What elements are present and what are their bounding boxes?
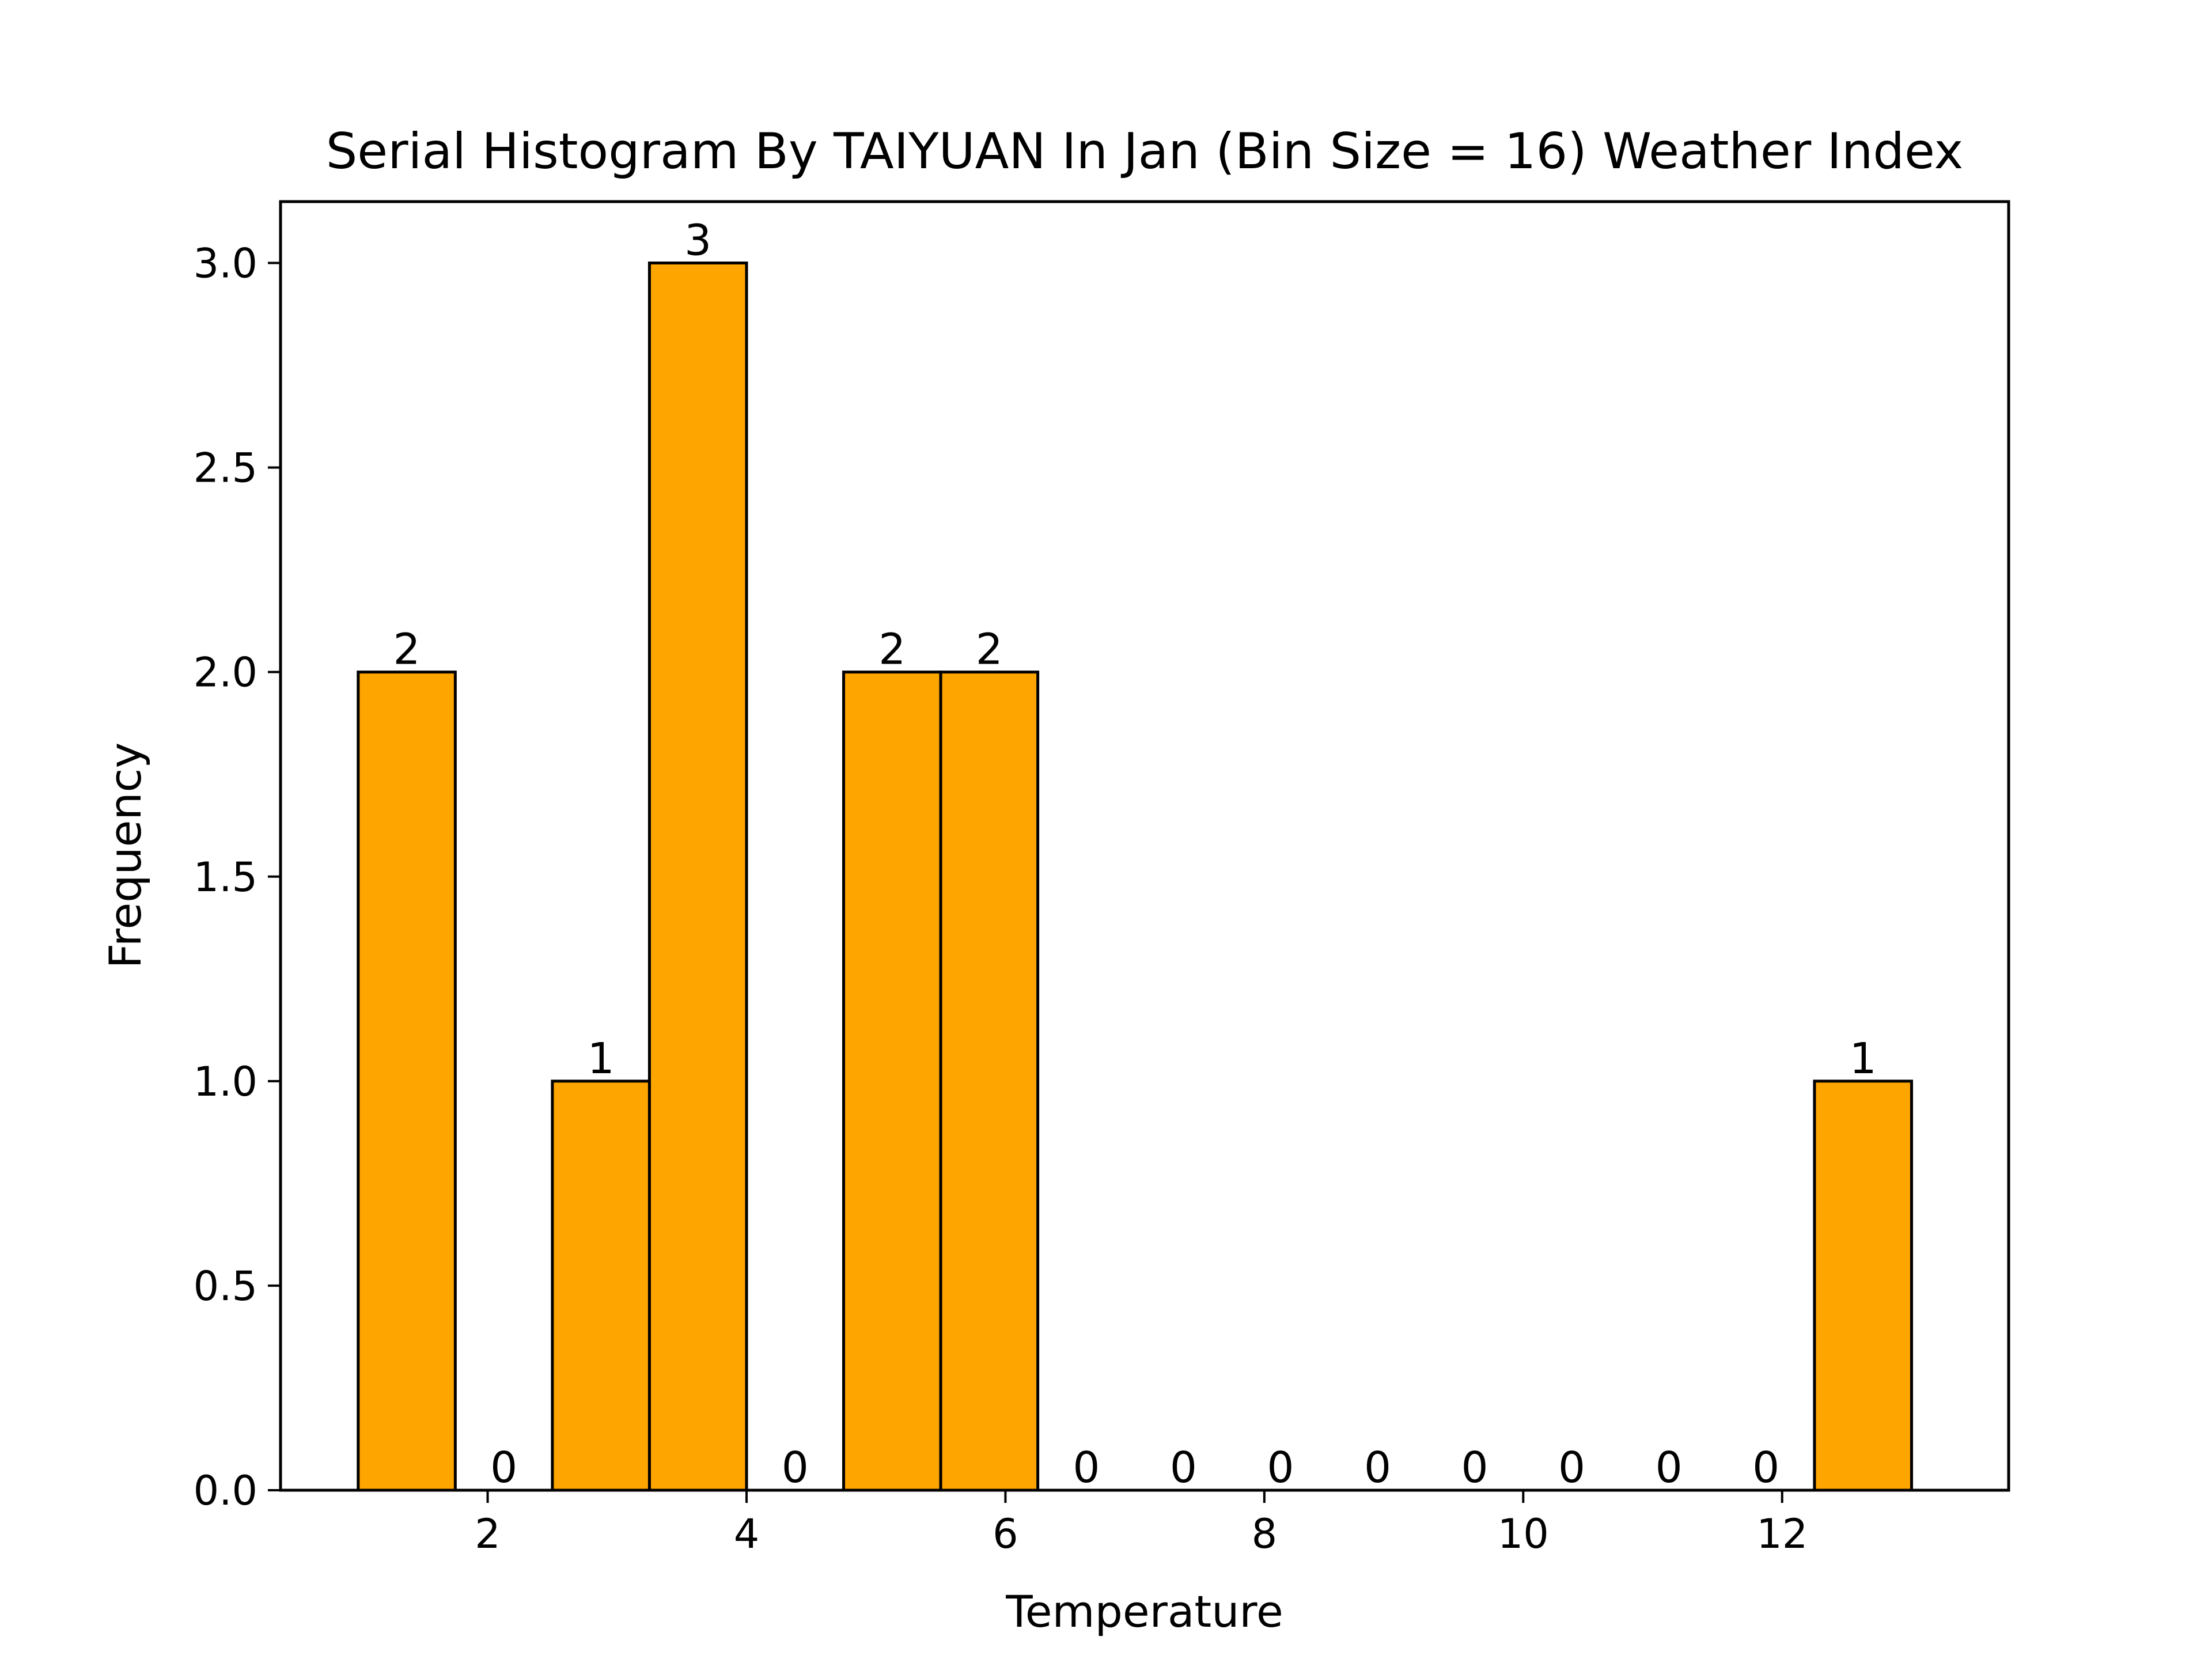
y-tick-label: 2.0 bbox=[194, 649, 257, 696]
y-tick-label: 0.0 bbox=[194, 1467, 257, 1514]
bar-value-label: 0 bbox=[1267, 1443, 1294, 1493]
bar-value-label: 0 bbox=[1752, 1443, 1779, 1493]
bar-value-label: 2 bbox=[878, 625, 906, 675]
bar-value-label: 3 bbox=[684, 216, 711, 266]
y-axis-ticks: 0.0 0.5 1.0 1.5 2.0 2.5 3.0 bbox=[194, 240, 281, 1514]
x-axis-label: Temperature bbox=[1005, 1586, 1283, 1637]
histogram-bar bbox=[551, 1080, 651, 1492]
bar-labels-group: 2 0 1 3 0 2 2 0 0 0 0 0 0 0 0 1 bbox=[393, 216, 1877, 1493]
bar-value-label: 0 bbox=[1558, 1443, 1585, 1493]
y-axis-label: Frequency bbox=[100, 743, 151, 969]
y-tick-label: 1.0 bbox=[194, 1058, 257, 1105]
x-tick-label: 8 bbox=[1252, 1510, 1278, 1558]
bar-value-label: 2 bbox=[393, 625, 421, 675]
bar-value-label: 0 bbox=[1170, 1443, 1197, 1493]
chart-title: Serial Histogram By TAIYUAN In Jan (Bin … bbox=[326, 123, 1964, 180]
histogram-bar bbox=[357, 671, 457, 1492]
histogram-bar bbox=[647, 262, 748, 1492]
bar-value-label: 2 bbox=[976, 625, 1003, 675]
x-tick-label: 2 bbox=[475, 1510, 501, 1558]
y-tick-label: 3.0 bbox=[194, 240, 257, 287]
y-tick-label: 2.5 bbox=[194, 445, 257, 492]
bar-value-label: 1 bbox=[588, 1034, 615, 1084]
x-tick-label: 4 bbox=[734, 1510, 760, 1558]
x-tick-label: 10 bbox=[1498, 1510, 1549, 1558]
bar-value-label: 0 bbox=[1656, 1443, 1683, 1493]
plot-frame bbox=[279, 200, 2010, 1492]
bar-value-label: 0 bbox=[782, 1443, 809, 1493]
x-tick-label: 6 bbox=[993, 1510, 1018, 1558]
y-tick-label: 0.5 bbox=[194, 1263, 257, 1310]
histogram-bar bbox=[939, 671, 1040, 1492]
x-tick-label: 12 bbox=[1756, 1510, 1808, 1558]
bar-value-label: 1 bbox=[1850, 1034, 1877, 1084]
bars-group bbox=[357, 262, 1913, 1492]
bar-value-label: 0 bbox=[1073, 1443, 1100, 1493]
x-axis-ticks: 2 4 6 8 10 12 bbox=[475, 1490, 1808, 1558]
y-tick-label: 1.5 bbox=[194, 854, 257, 901]
histogram-bar bbox=[1813, 1080, 1913, 1492]
bar-value-label: 0 bbox=[490, 1443, 517, 1493]
histogram-bar bbox=[842, 671, 942, 1492]
bar-value-label: 0 bbox=[1364, 1443, 1391, 1493]
bar-value-label: 0 bbox=[1461, 1443, 1488, 1493]
